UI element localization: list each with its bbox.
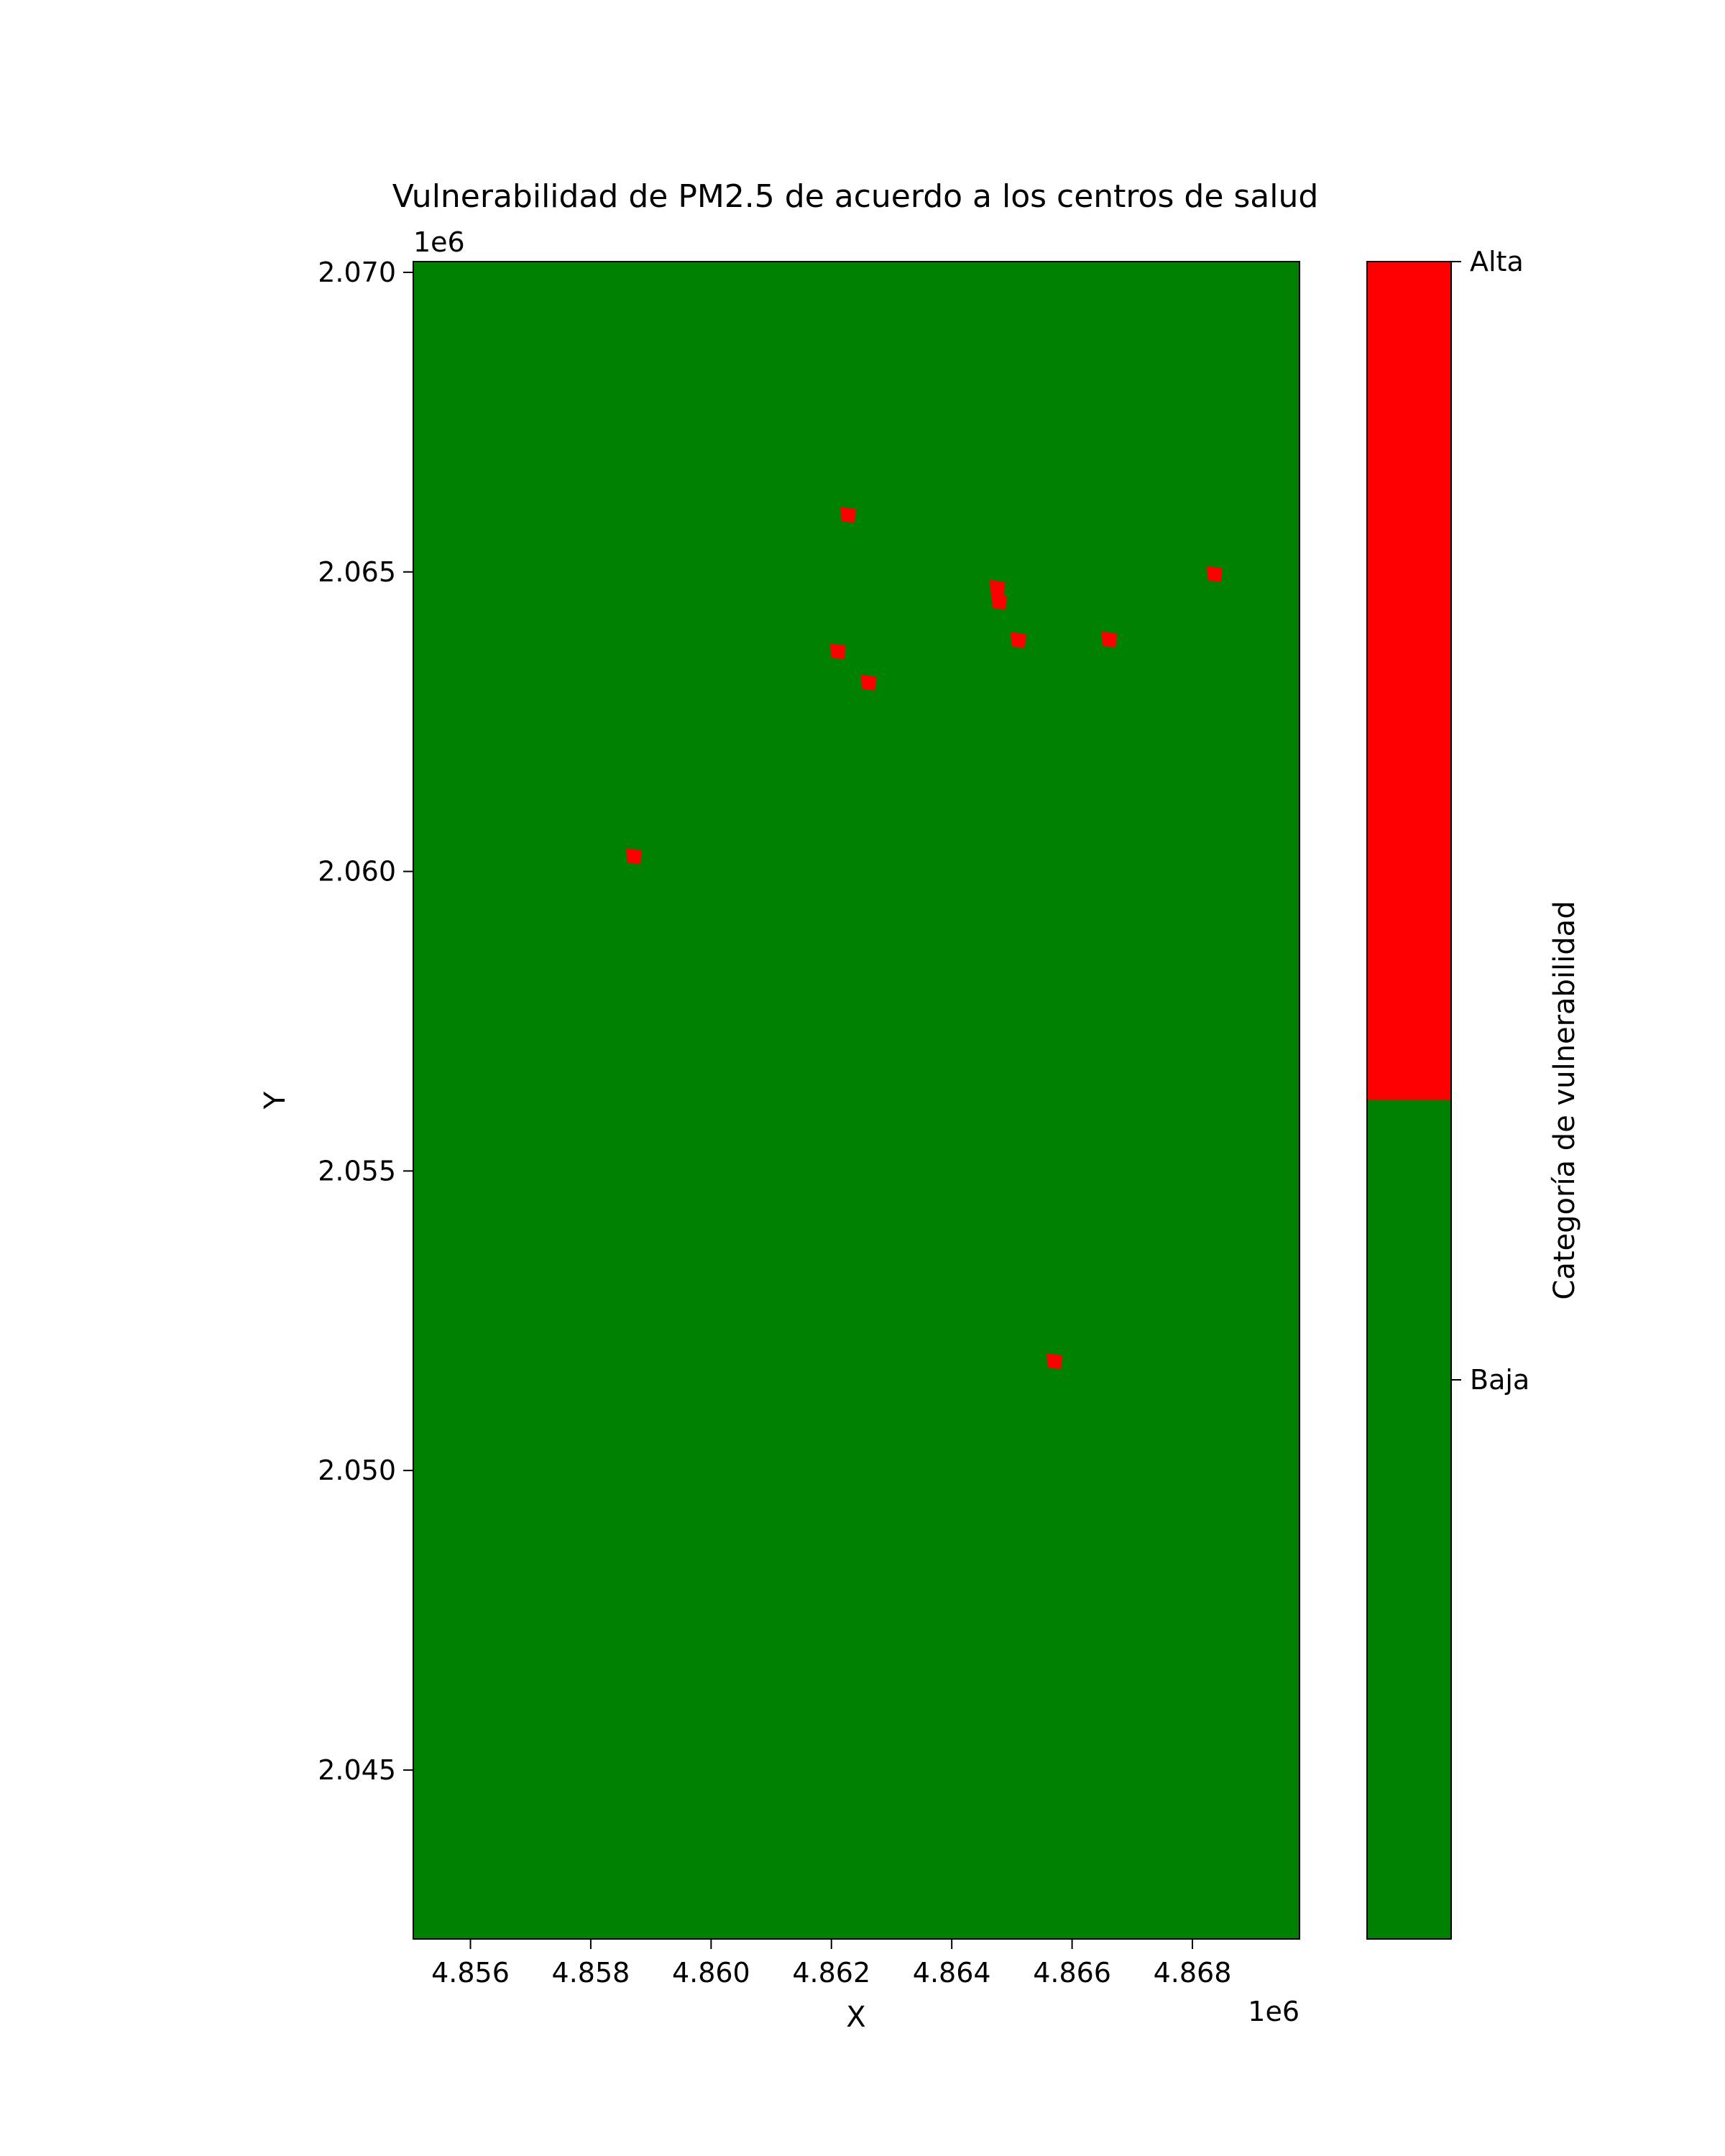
data-point [1011,632,1027,648]
colorbar-segment-alta [1367,262,1451,1100]
colorbar-title: Categoría de vulnerabilidad [1548,900,1581,1299]
chart-title: Vulnerabilidad de PM2.5 de acuerdo a los… [392,178,1319,215]
y-tick-label: 2.070 [318,257,396,288]
y-axis-label: Y [259,1091,292,1110]
data-point [991,594,1008,610]
x-offset-label: 1e6 [1248,1996,1300,2027]
data-point [989,580,1006,596]
x-tick-label: 4.864 [913,1957,991,1989]
y-tick-label: 2.050 [318,1455,396,1486]
data-point [840,507,857,523]
data-point [829,643,846,660]
y-tick-label: 2.065 [318,556,396,588]
colorbar-label-baja: Baja [1470,1364,1530,1396]
data-point [1101,631,1118,648]
y-offset-label: 1e6 [413,226,465,258]
x-tick-label: 4.868 [1154,1957,1232,1989]
x-axis-label: X [846,2001,865,2034]
x-tick-label: 4.860 [672,1957,750,1989]
data-points [626,507,1223,1370]
colorbar-label-alta: Alta [1470,246,1524,277]
colorbar-frame [1366,261,1452,1940]
data-point [860,675,877,691]
y-tick-label: 2.055 [318,1155,396,1187]
y-axis-ticks: 2.045 2.050 2.055 2.060 2.065 2.070 [318,257,413,1786]
x-tick-label: 4.858 [552,1957,630,1989]
x-axis-ticks: 4.856 4.858 4.860 4.862 4.864 4.866 4.868 [431,1939,1231,1989]
x-tick-label: 4.866 [1033,1957,1111,1989]
plot-frame [413,261,1300,1940]
x-tick-label: 4.856 [431,1957,510,1989]
colorbar: Alta Baja Categoría de vulnerabilidad [1366,246,1581,1940]
y-tick-label: 2.045 [318,1754,396,1786]
plot-area [413,261,1300,1940]
plot-background [413,262,1300,1939]
data-point [1046,1353,1063,1370]
data-point [626,848,643,865]
x-tick-label: 4.862 [792,1957,870,1989]
colorbar-segment-baja [1367,1100,1451,1939]
y-tick-label: 2.060 [318,856,396,888]
data-point [1206,566,1223,583]
